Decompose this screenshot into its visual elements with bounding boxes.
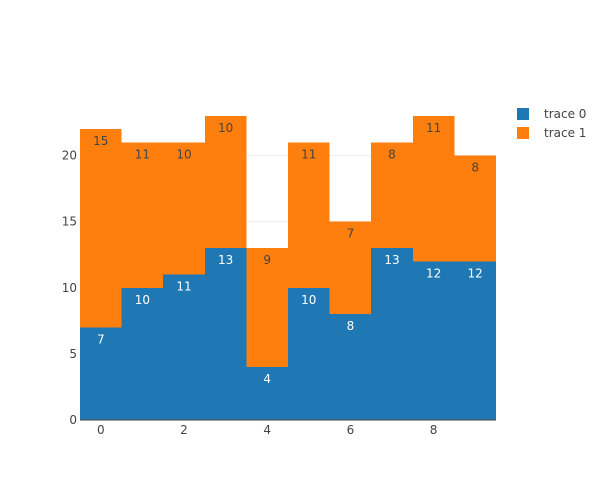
bar-value-label: 8 bbox=[471, 161, 479, 175]
bar-value-label: 8 bbox=[347, 319, 355, 333]
bar-trace-0-9[interactable] bbox=[454, 261, 496, 420]
x-tick-label: 2 bbox=[180, 423, 188, 437]
bar-trace-0-4[interactable] bbox=[246, 367, 288, 420]
bar-trace-1-1[interactable] bbox=[121, 142, 164, 288]
bar-trace-1-5[interactable] bbox=[288, 142, 330, 288]
bar-value-label: 15 bbox=[93, 134, 108, 148]
bar-trace-0-2[interactable] bbox=[163, 274, 205, 420]
bar-value-label: 10 bbox=[218, 121, 233, 135]
legend[interactable]: trace 0 trace 1 bbox=[517, 107, 586, 140]
bar-trace-1-0[interactable] bbox=[80, 129, 122, 328]
bar-value-label: 10 bbox=[135, 293, 150, 307]
bar-value-label: 7 bbox=[347, 227, 355, 241]
bar-value-label: 13 bbox=[384, 253, 399, 267]
bar-trace-1-2[interactable] bbox=[163, 142, 205, 275]
bar-trace-1-9[interactable] bbox=[454, 155, 496, 262]
y-tick-label: 15 bbox=[62, 215, 77, 229]
bar-trace-1-6[interactable] bbox=[329, 221, 372, 315]
x-tick-label: 4 bbox=[263, 423, 271, 437]
legend-swatch bbox=[517, 127, 529, 139]
y-tick-label: 10 bbox=[62, 281, 77, 295]
bar-trace-1-7[interactable] bbox=[371, 142, 413, 249]
bar-trace-0-7[interactable] bbox=[371, 248, 413, 420]
bar-value-label: 9 bbox=[263, 253, 271, 267]
x-tick-label: 6 bbox=[347, 423, 355, 437]
bar-trace-1-8[interactable] bbox=[412, 115, 455, 262]
bar-trace-0-0[interactable] bbox=[80, 327, 122, 420]
bar-value-label: 13 bbox=[218, 253, 233, 267]
bar-trace-1-4[interactable] bbox=[246, 248, 288, 368]
bar-trace-0-1[interactable] bbox=[121, 287, 164, 420]
bar-value-label: 11 bbox=[176, 280, 191, 294]
bar-value-label: 8 bbox=[388, 147, 396, 161]
legend-item-trace-0[interactable]: trace 0 bbox=[517, 107, 586, 121]
legend-label: trace 0 bbox=[544, 107, 586, 121]
axes: 0 5 10 15 20 0 2 4 6 8 bbox=[62, 149, 496, 437]
x-tick-label: 0 bbox=[97, 423, 105, 437]
bar-value-label: 4 bbox=[263, 372, 271, 386]
bar-value-label: 7 bbox=[97, 332, 105, 346]
bar-trace-0-5[interactable] bbox=[288, 287, 330, 420]
bar-value-label: 11 bbox=[301, 147, 316, 161]
bar-trace-0-6[interactable] bbox=[329, 314, 372, 420]
bar-value-label: 10 bbox=[301, 293, 316, 307]
y-tick-label: 0 bbox=[69, 413, 77, 427]
bar-value-label: 10 bbox=[176, 147, 191, 161]
bar-value-label: 12 bbox=[468, 266, 483, 280]
bars bbox=[80, 115, 496, 420]
legend-swatch bbox=[517, 108, 529, 120]
bar-trace-1-3[interactable] bbox=[204, 115, 247, 249]
bar-value-label: 12 bbox=[426, 266, 441, 280]
y-tick-label: 20 bbox=[62, 149, 77, 163]
y-tick-label: 5 bbox=[69, 347, 77, 361]
bar-trace-0-8[interactable] bbox=[412, 261, 455, 420]
legend-label: trace 1 bbox=[544, 126, 586, 140]
x-tick-label: 8 bbox=[430, 423, 438, 437]
bar-value-labels: 7 10 11 13 4 10 8 13 12 12 15 11 10 10 9 11 7 8 11 8 bbox=[93, 121, 483, 386]
bar-value-label: 11 bbox=[135, 147, 150, 161]
bar-value-label: 11 bbox=[426, 121, 441, 135]
bar-trace-0-3[interactable] bbox=[204, 248, 247, 420]
legend-item-trace-1[interactable]: trace 1 bbox=[517, 126, 586, 140]
